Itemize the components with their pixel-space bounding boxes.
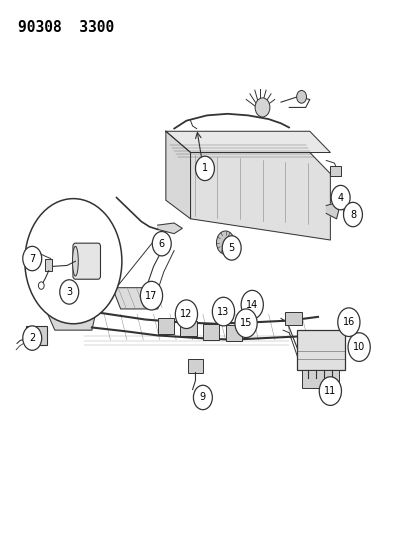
Text: 12: 12 [180, 309, 192, 319]
Text: 14: 14 [245, 300, 258, 310]
Polygon shape [47, 290, 108, 330]
FancyBboxPatch shape [225, 325, 241, 341]
FancyBboxPatch shape [83, 295, 96, 312]
FancyBboxPatch shape [330, 166, 340, 176]
Circle shape [195, 156, 214, 181]
FancyBboxPatch shape [285, 312, 301, 325]
Text: 9: 9 [199, 392, 205, 402]
Circle shape [216, 231, 234, 254]
Circle shape [240, 290, 263, 319]
FancyBboxPatch shape [55, 295, 67, 312]
Polygon shape [166, 131, 330, 152]
Circle shape [59, 280, 78, 304]
FancyBboxPatch shape [180, 320, 196, 336]
Circle shape [212, 297, 234, 326]
Circle shape [23, 326, 42, 350]
Text: 8: 8 [349, 209, 355, 220]
Circle shape [38, 282, 44, 289]
Circle shape [152, 231, 171, 256]
FancyBboxPatch shape [301, 370, 338, 389]
Polygon shape [325, 203, 338, 219]
FancyBboxPatch shape [188, 359, 202, 373]
Text: 10: 10 [352, 342, 364, 352]
FancyBboxPatch shape [45, 259, 52, 271]
Text: 2: 2 [29, 333, 35, 343]
FancyBboxPatch shape [69, 295, 81, 312]
FancyBboxPatch shape [73, 243, 100, 279]
Circle shape [23, 246, 42, 271]
Circle shape [193, 385, 212, 410]
Text: 3: 3 [66, 287, 72, 297]
Circle shape [330, 185, 349, 210]
Text: 17: 17 [145, 290, 157, 301]
Text: 15: 15 [239, 318, 252, 328]
FancyBboxPatch shape [297, 330, 344, 370]
Polygon shape [157, 223, 182, 233]
Polygon shape [112, 288, 161, 309]
FancyBboxPatch shape [202, 324, 219, 340]
Text: 13: 13 [217, 306, 229, 317]
Circle shape [175, 300, 197, 328]
Circle shape [337, 308, 359, 336]
Circle shape [343, 203, 361, 227]
Text: 4: 4 [337, 192, 343, 203]
Circle shape [347, 333, 369, 361]
Circle shape [318, 377, 341, 406]
Circle shape [140, 281, 162, 310]
FancyBboxPatch shape [157, 318, 174, 334]
Text: 7: 7 [29, 254, 35, 263]
Text: 1: 1 [202, 164, 207, 173]
Text: 5: 5 [228, 243, 234, 253]
Text: 6: 6 [158, 239, 164, 249]
Text: 16: 16 [342, 317, 354, 327]
Text: 11: 11 [323, 386, 336, 396]
Circle shape [25, 199, 121, 324]
Circle shape [254, 98, 269, 117]
Polygon shape [190, 152, 330, 240]
Circle shape [222, 236, 240, 260]
Ellipse shape [72, 246, 78, 276]
FancyBboxPatch shape [26, 326, 47, 345]
Polygon shape [166, 131, 190, 219]
Circle shape [296, 91, 306, 103]
Text: 90308  3300: 90308 3300 [18, 20, 114, 35]
Circle shape [235, 309, 256, 337]
